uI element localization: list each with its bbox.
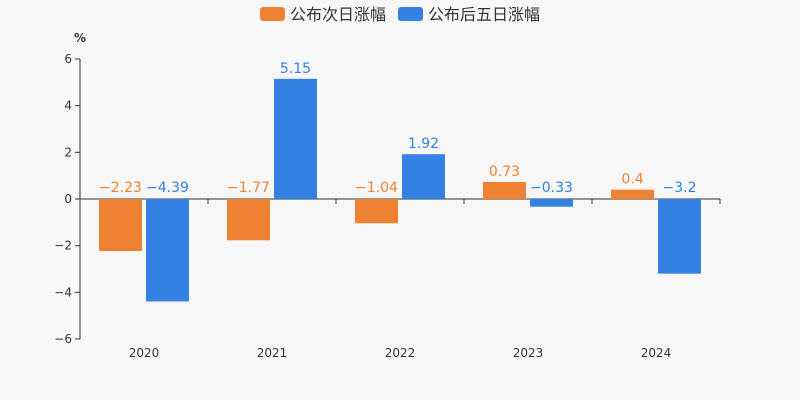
data-label: −1.04	[355, 180, 398, 196]
y-tick-label: 4	[64, 99, 72, 113]
y-tick-label: 2	[64, 145, 72, 159]
x-tick-label: 2020	[129, 346, 160, 360]
legend-label: 公布后五日涨幅	[428, 5, 540, 24]
x-tick-label: 2024	[641, 346, 672, 360]
bar-next-day	[227, 199, 270, 241]
y-tick-label: 0	[64, 192, 72, 206]
bar-next-day	[355, 199, 398, 224]
data-label: −4.39	[146, 180, 189, 196]
bar-next-day	[611, 189, 654, 199]
data-label: 0.4	[621, 172, 643, 188]
x-tick-label: 2021	[257, 346, 288, 360]
data-label: −2.23	[99, 180, 142, 196]
legend: 公布次日涨幅 公布后五日涨幅	[260, 5, 540, 24]
data-label: 5.15	[280, 61, 311, 77]
data-label: −0.33	[530, 180, 573, 196]
bar-five-day	[658, 199, 701, 274]
y-tick-label: −6	[54, 332, 72, 346]
legend-swatch	[398, 7, 423, 21]
bar-five-day	[146, 199, 189, 302]
legend-swatch	[260, 7, 285, 21]
bar-series-group	[99, 78, 701, 302]
x-tick-label: 2023	[513, 346, 544, 360]
data-label: −3.2	[663, 180, 697, 196]
bar-next-day	[483, 181, 526, 199]
data-label: 1.92	[408, 136, 439, 152]
y-tick-label: 6	[64, 52, 72, 66]
bar-five-day	[530, 199, 573, 207]
bar-next-day	[99, 199, 142, 252]
y-axis: 6 4 2 0 −2 −4 −6	[54, 52, 81, 346]
y-axis-unit-label: %	[74, 31, 86, 45]
data-label: −1.77	[227, 180, 270, 196]
y-tick-label: −4	[54, 285, 72, 299]
data-label: 0.73	[489, 164, 520, 180]
bar-five-day	[274, 78, 317, 199]
legend-label: 公布次日涨幅	[290, 5, 386, 24]
data-labels-group: −2.23 −4.39 −1.77 5.15 −1.04 1.92 0.73 −0.33 0.4…	[99, 61, 696, 196]
bar-five-day	[402, 154, 445, 199]
x-tick-label: 2022	[385, 346, 416, 360]
y-tick-label: −2	[54, 239, 72, 253]
